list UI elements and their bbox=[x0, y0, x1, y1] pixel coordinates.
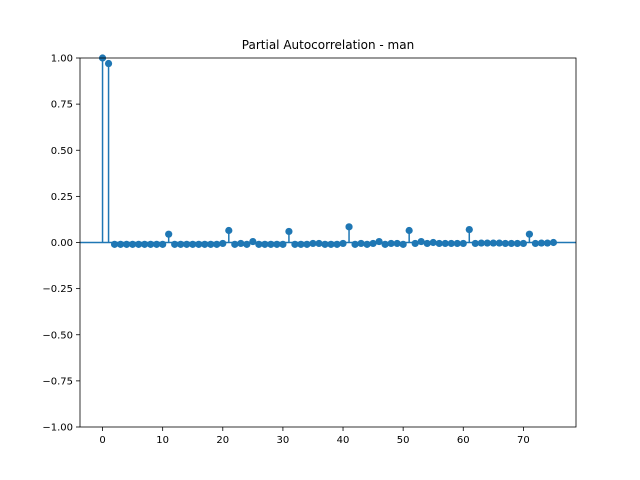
stem-marker bbox=[291, 240, 299, 248]
stem-marker bbox=[339, 239, 347, 248]
stem-marker bbox=[459, 239, 467, 248]
stem-marker bbox=[303, 240, 311, 248]
stem-marker bbox=[519, 239, 527, 248]
stem-marker bbox=[213, 240, 221, 248]
stem-marker bbox=[129, 240, 137, 248]
x-tick-label: 10 bbox=[156, 435, 169, 446]
stem-marker bbox=[225, 226, 233, 235]
stem-marker bbox=[393, 239, 401, 248]
stem-marker bbox=[507, 239, 515, 248]
stem-marker bbox=[104, 59, 113, 68]
stem-marker bbox=[267, 240, 275, 248]
x-tick-label: 0 bbox=[99, 435, 105, 446]
stem-marker bbox=[441, 239, 449, 248]
stem-marker bbox=[321, 240, 329, 248]
stem-marker bbox=[465, 225, 473, 234]
stem-marker bbox=[237, 239, 245, 248]
y-tick-label: −0.75 bbox=[42, 376, 73, 387]
stem-marker bbox=[357, 239, 365, 248]
stem-marker bbox=[219, 239, 227, 248]
stem-marker bbox=[423, 239, 431, 248]
stem-marker bbox=[345, 223, 353, 231]
stem-marker bbox=[453, 239, 461, 248]
y-axis: −1.00 −0.75 −0.50 −0.25 0.00 0.25 0.50 0.75 1.00 bbox=[42, 54, 80, 434]
stem-marker bbox=[201, 240, 209, 248]
stem-marker bbox=[411, 239, 419, 248]
stem-marker bbox=[183, 240, 191, 248]
x-tick-label: 40 bbox=[337, 435, 350, 446]
stem-marker bbox=[315, 239, 323, 248]
stem-marker bbox=[351, 240, 359, 248]
stem-marker bbox=[375, 237, 383, 246]
stem-marker bbox=[501, 239, 509, 248]
stem-marker bbox=[549, 238, 558, 247]
stem-marker bbox=[531, 239, 540, 248]
stem-marker bbox=[177, 240, 185, 248]
stem-marker bbox=[435, 239, 443, 248]
stem-marker bbox=[327, 240, 335, 248]
stem-marker bbox=[165, 230, 173, 238]
chart-title: Partial Autocorrelation - man bbox=[242, 38, 414, 52]
stem-marker bbox=[399, 240, 407, 248]
stem-marker bbox=[122, 240, 131, 248]
stem-marker bbox=[171, 240, 179, 248]
stem-marker bbox=[417, 237, 425, 246]
stem-marker bbox=[369, 239, 377, 248]
stem-marker bbox=[543, 239, 552, 247]
stem-marker bbox=[255, 240, 263, 248]
x-tick-label: 30 bbox=[277, 435, 290, 446]
stem-marker bbox=[363, 240, 371, 248]
y-tick-label: 0.25 bbox=[51, 192, 73, 203]
stem-marker bbox=[189, 240, 197, 248]
stem-marker bbox=[273, 240, 281, 248]
stem-marker bbox=[525, 230, 534, 238]
stem-marker bbox=[195, 240, 203, 248]
y-tick-label: −0.25 bbox=[42, 284, 73, 295]
x-tick-label: 20 bbox=[216, 435, 229, 446]
stem-marker bbox=[381, 240, 389, 248]
y-tick-label: 0.75 bbox=[51, 100, 73, 111]
stem-marker bbox=[447, 239, 455, 248]
stem-marker bbox=[141, 240, 149, 248]
stem-marker bbox=[429, 238, 437, 247]
stem-marker bbox=[405, 226, 413, 235]
stem-marker bbox=[495, 239, 503, 247]
stem-marker bbox=[471, 239, 479, 248]
y-tick-label: 1.00 bbox=[51, 54, 73, 65]
stem-marker bbox=[110, 240, 119, 248]
stem-marker bbox=[231, 240, 239, 248]
x-axis: 0 10 20 30 40 50 60 70 bbox=[99, 427, 530, 446]
stem-marker bbox=[297, 240, 305, 248]
stem-marker bbox=[513, 239, 521, 248]
stem-marker bbox=[159, 240, 167, 248]
stem-marker bbox=[147, 240, 155, 248]
stem-marker bbox=[116, 240, 125, 248]
stem-marker bbox=[279, 240, 287, 248]
stem-marker bbox=[153, 240, 161, 248]
y-tick-label: −0.50 bbox=[42, 330, 73, 341]
stem-marker bbox=[309, 239, 317, 248]
stem-marker bbox=[333, 240, 341, 248]
y-tick-label: 0.50 bbox=[51, 146, 73, 157]
x-tick-label: 60 bbox=[457, 435, 470, 446]
x-tick-label: 70 bbox=[517, 435, 530, 446]
stem-marker bbox=[207, 240, 215, 248]
stem-marker bbox=[261, 240, 269, 248]
stem-marker bbox=[243, 240, 251, 248]
stem-marker bbox=[489, 239, 497, 247]
y-tick-label: 0.00 bbox=[51, 238, 73, 249]
stem-marker bbox=[483, 239, 491, 247]
stem-marker bbox=[387, 239, 395, 248]
stem-marker bbox=[537, 239, 546, 247]
stem-marker bbox=[135, 240, 143, 248]
stem-marker bbox=[477, 239, 485, 247]
y-tick-label: −1.00 bbox=[42, 423, 73, 434]
x-tick-label: 50 bbox=[397, 435, 410, 446]
stem-marker bbox=[249, 237, 257, 246]
markers-layer bbox=[98, 54, 558, 248]
stem-marker bbox=[285, 227, 293, 236]
